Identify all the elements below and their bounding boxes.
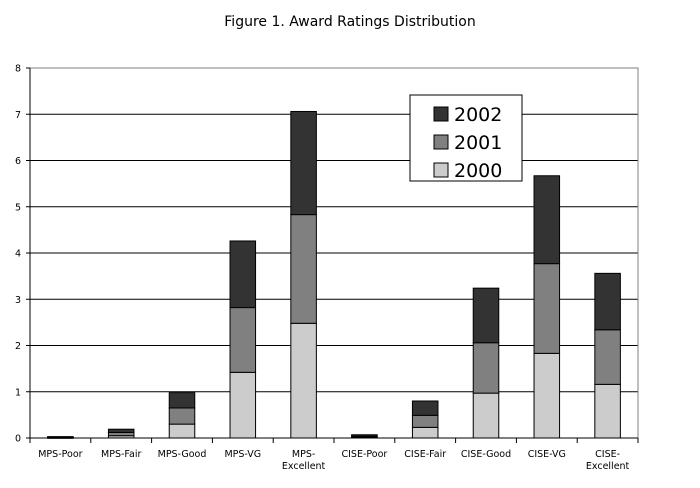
x-tick-label: MPS-Fair <box>101 449 141 460</box>
legend-swatch-2000 <box>433 162 449 178</box>
legend: 2002 2001 2000 <box>409 94 523 182</box>
bars <box>47 110 621 439</box>
legend-box <box>409 94 523 182</box>
y-tick-label: 5 <box>15 202 21 213</box>
bar-segment-2000 <box>229 371 257 439</box>
bar-segment-2001 <box>533 263 561 354</box>
y-tick-label: 1 <box>15 387 21 398</box>
legend-swatch-2001 <box>433 134 449 150</box>
bar-segment-2002 <box>472 287 500 344</box>
bar-segment-2000 <box>594 383 621 439</box>
legend-swatch-2002 <box>433 106 449 122</box>
bar-segment-2002 <box>168 392 196 409</box>
x-tick-label: CISE-VG <box>528 449 566 460</box>
axes <box>26 67 639 443</box>
x-tick-label: MPS-VG <box>224 449 261 460</box>
bar-segment-2002 <box>107 428 135 433</box>
x-tick-label: CISE-Fair <box>404 449 446 460</box>
bar-segment-2000 <box>290 322 317 439</box>
x-tick-label: CISE-Good <box>461 449 511 460</box>
legend-label-2000: 2000 <box>454 160 502 182</box>
bar-segment-2001 <box>168 407 196 425</box>
bar-segment-2002 <box>411 400 439 416</box>
y-tick-labels: 0 1 2 3 4 5 6 7 8 <box>15 64 21 445</box>
bar-segment-2002 <box>229 240 257 309</box>
bar-segment-2000 <box>411 426 439 439</box>
chart-title: Figure 1. Award Ratings Distribution <box>224 14 476 30</box>
x-tick-label: MPS-Good <box>158 449 207 460</box>
bar-segment-2002 <box>290 110 317 216</box>
bar-segment-2001 <box>472 342 500 394</box>
y-tick-label: 3 <box>15 295 21 306</box>
x-tick-label: CISE- <box>595 449 620 460</box>
bar-segment-2001 <box>594 329 621 385</box>
bar-segment-2000 <box>533 352 561 439</box>
y-tick-label: 0 <box>15 434 21 445</box>
x-tick-label: MPS-Poor <box>38 449 82 460</box>
bar-segment-2000 <box>168 423 196 439</box>
x-tick-label: MPS- <box>292 449 315 460</box>
x-tick-label: Excellent <box>282 461 326 472</box>
y-tick-label: 7 <box>15 110 21 121</box>
bar-segment-2000 <box>472 392 500 439</box>
bar-segment-2002 <box>351 434 378 437</box>
bar-segment-2001 <box>290 214 317 324</box>
legend-label-2001: 2001 <box>454 132 502 154</box>
bar-segment-2001 <box>411 414 439 428</box>
x-tick-labels: MPS-Poor MPS-Fair MPS-Good MPS-VG MPS-Excell… <box>38 449 629 472</box>
y-tick-label: 8 <box>15 64 21 75</box>
legend-label-2002: 2002 <box>454 104 502 126</box>
y-tick-label: 6 <box>15 156 21 167</box>
y-tick-label: 4 <box>15 249 21 260</box>
y-tick-label: 2 <box>15 341 21 352</box>
bar-segment-2002 <box>47 436 74 438</box>
x-tick-label: Excellent <box>586 461 630 472</box>
bar-segment-2002 <box>533 175 561 265</box>
x-tick-label: CISE-Poor <box>341 449 387 460</box>
bar-segment-2002 <box>594 272 621 331</box>
bar-segment-2001 <box>229 307 257 373</box>
